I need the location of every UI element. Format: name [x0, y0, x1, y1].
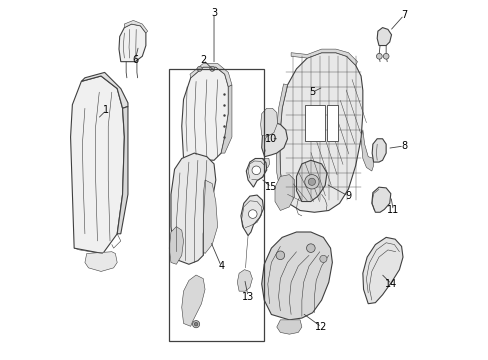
Circle shape [276, 251, 284, 260]
Text: 2: 2 [200, 55, 206, 65]
Polygon shape [261, 232, 332, 320]
Polygon shape [260, 158, 269, 167]
Text: 9: 9 [345, 191, 351, 201]
Polygon shape [279, 53, 362, 212]
Polygon shape [182, 67, 228, 160]
Polygon shape [276, 84, 287, 202]
Circle shape [197, 66, 202, 71]
Circle shape [308, 178, 315, 185]
Text: 12: 12 [315, 322, 327, 332]
Polygon shape [371, 187, 390, 212]
Polygon shape [203, 180, 217, 253]
Polygon shape [190, 63, 231, 87]
Polygon shape [117, 107, 128, 234]
Polygon shape [261, 123, 287, 157]
Polygon shape [169, 226, 183, 264]
Circle shape [192, 320, 199, 328]
Polygon shape [246, 158, 266, 187]
Circle shape [306, 244, 314, 252]
Polygon shape [81, 72, 128, 108]
Text: 3: 3 [210, 8, 217, 18]
Text: 5: 5 [309, 87, 315, 97]
Circle shape [251, 166, 260, 175]
Polygon shape [371, 139, 386, 162]
Polygon shape [241, 195, 263, 235]
Text: 11: 11 [386, 206, 399, 216]
Polygon shape [360, 130, 373, 171]
Text: 4: 4 [218, 261, 224, 271]
Text: 15: 15 [264, 182, 277, 192]
Text: 7: 7 [400, 10, 407, 20]
Polygon shape [182, 275, 204, 326]
Text: 13: 13 [242, 292, 254, 302]
Text: 10: 10 [264, 134, 277, 144]
Polygon shape [296, 160, 326, 202]
Polygon shape [274, 175, 294, 211]
Polygon shape [362, 237, 402, 304]
Bar [326, 105, 337, 140]
Polygon shape [221, 85, 231, 153]
Text: 14: 14 [385, 279, 397, 289]
Circle shape [248, 210, 257, 219]
Polygon shape [124, 21, 147, 33]
Circle shape [319, 255, 326, 262]
Polygon shape [290, 49, 357, 65]
Text: 8: 8 [400, 141, 407, 151]
Polygon shape [376, 28, 391, 45]
Polygon shape [171, 153, 215, 264]
Polygon shape [119, 24, 145, 62]
Polygon shape [85, 252, 117, 271]
Polygon shape [260, 108, 277, 136]
Bar [305, 105, 325, 140]
Polygon shape [237, 270, 252, 291]
Circle shape [209, 66, 214, 71]
Text: 1: 1 [103, 105, 109, 115]
Circle shape [304, 175, 319, 189]
Circle shape [383, 53, 388, 59]
Text: 6: 6 [132, 55, 138, 65]
Bar [169, 69, 264, 341]
Circle shape [376, 53, 382, 59]
Circle shape [194, 322, 198, 326]
Polygon shape [70, 76, 124, 253]
Polygon shape [276, 320, 301, 334]
